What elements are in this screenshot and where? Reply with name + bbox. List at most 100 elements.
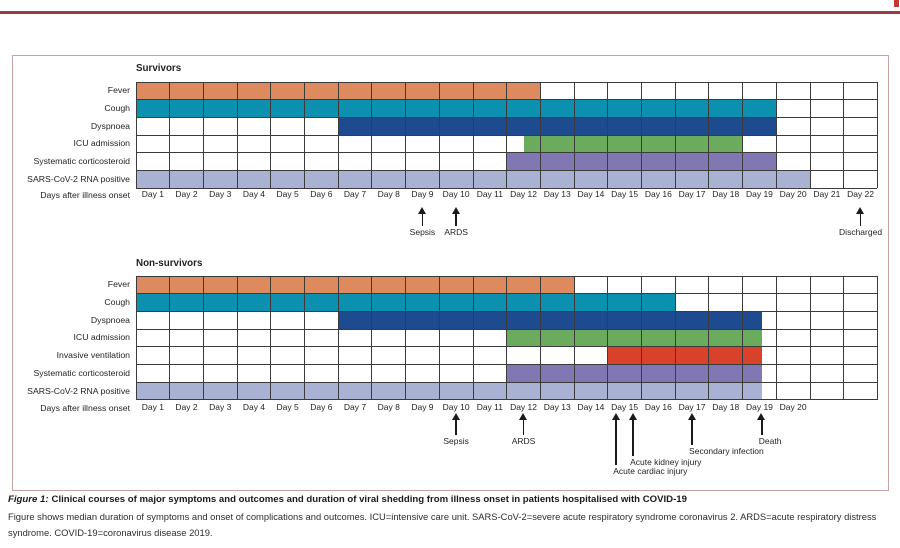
grid-vline xyxy=(843,82,845,189)
grid-vline xyxy=(674,276,676,400)
grid-vline xyxy=(539,82,541,189)
day-label: Day 1 xyxy=(141,402,164,412)
bar-cough xyxy=(136,99,777,118)
day-label: Day 20 xyxy=(779,189,807,199)
axis-label: Days after illness onset xyxy=(40,190,130,200)
grid-vline xyxy=(472,82,474,189)
grid-vline xyxy=(775,82,777,189)
grid-vline xyxy=(641,276,642,400)
day-label: Day 16 xyxy=(644,402,672,412)
grid-vline xyxy=(809,276,811,400)
day-label: Day 11 xyxy=(476,402,503,412)
bar-rna xyxy=(136,382,762,400)
annotation-label: Acute cardiac injury xyxy=(613,466,688,476)
day-label: Day 18 xyxy=(712,189,740,199)
row-label: Systematic corticosteroid xyxy=(33,367,130,378)
bar-icu xyxy=(523,135,743,153)
day-label: Day 2 xyxy=(175,402,198,412)
day-label: Day 17 xyxy=(678,402,706,412)
annotation-label: Secondary infection xyxy=(689,446,764,456)
grid-vline xyxy=(135,82,137,189)
grid-vline xyxy=(506,82,508,189)
day-label: Day 6 xyxy=(310,402,333,412)
annotation-arrow-stem xyxy=(421,213,424,226)
grid-vline xyxy=(236,82,238,189)
annotation-arrow-stem xyxy=(455,213,457,226)
grid-vline xyxy=(371,82,373,189)
day-label: Day 2 xyxy=(175,189,198,199)
day-label: Day 8 xyxy=(377,402,400,412)
annotation-label: ARDS xyxy=(444,227,468,237)
day-label: Day 9 xyxy=(411,402,434,412)
grid-vline xyxy=(337,276,339,400)
caption-title: Figure 1: Clinical courses of major sympt… xyxy=(8,494,894,505)
bar-icu xyxy=(506,329,762,347)
day-label: Day 5 xyxy=(276,402,299,412)
grid-vline xyxy=(438,82,440,189)
day-label: Day 15 xyxy=(611,402,639,412)
grid-vline xyxy=(135,276,137,400)
grid-vline xyxy=(876,82,878,189)
grid-vline xyxy=(169,276,171,400)
day-label: Day 11 xyxy=(476,189,503,199)
annotation-label: Acute kidney injury xyxy=(630,457,702,467)
annotation-arrow-icon xyxy=(611,413,620,420)
grid-vline xyxy=(843,276,845,400)
grid-vline xyxy=(202,276,204,400)
annotation-label: Death xyxy=(758,436,782,446)
caption-title-text: Clinical courses of major symptoms and o… xyxy=(51,494,687,505)
grid-vline xyxy=(405,82,407,189)
caption-body: Figure shows median duration of symptoms… xyxy=(8,511,877,538)
row-label: Dyspnoea xyxy=(90,120,130,131)
grid-vline xyxy=(202,82,204,189)
day-label: Day 13 xyxy=(543,402,571,412)
day-label: Day 17 xyxy=(678,189,706,199)
grid-vline xyxy=(708,276,710,400)
row-label: SARS-CoV-2 RNA positive xyxy=(27,385,130,396)
annotation-arrow-icon xyxy=(856,207,865,214)
grid-vline xyxy=(472,276,474,400)
grid-vline xyxy=(236,276,238,400)
row-label: Dyspnoea xyxy=(90,314,130,325)
annotation-arrow-stem xyxy=(632,419,634,456)
annotation-arrow-icon xyxy=(687,413,696,420)
grid-vline xyxy=(506,276,508,400)
grid-vline xyxy=(742,82,744,189)
row-label: Cough xyxy=(104,297,130,308)
annotation-arrow-stem xyxy=(761,419,763,435)
annotation-label: Sepsis xyxy=(443,436,469,446)
corner-red-mark xyxy=(894,0,899,7)
day-label: Day 9 xyxy=(411,189,434,199)
figure-caption: Figure 1: Clinical courses of major sympt… xyxy=(8,494,894,540)
row-label: Fever xyxy=(107,85,130,96)
grid-vline xyxy=(809,82,811,189)
grid-hline xyxy=(136,187,878,189)
annotation-label: ARDS xyxy=(511,436,536,446)
grid-vline xyxy=(270,276,272,400)
annotation-label: Discharged xyxy=(839,227,883,237)
day-label: Day 15 xyxy=(611,189,639,199)
grid-vline xyxy=(169,82,171,189)
day-label: Day 7 xyxy=(343,402,367,412)
annotation-arrow-icon xyxy=(519,413,528,420)
day-label: Day 3 xyxy=(209,189,232,199)
annotation-arrow-stem xyxy=(859,213,862,226)
caption-figure-label: Figure 1: xyxy=(8,494,49,505)
day-label: Day 5 xyxy=(276,189,299,199)
axis-label: Days after illness onset xyxy=(40,403,130,413)
annotation-arrow-icon xyxy=(628,413,637,420)
row-label: Fever xyxy=(107,279,130,290)
day-label: Day 19 xyxy=(745,189,773,199)
grid-vline xyxy=(573,82,575,189)
bar-dyspnoea xyxy=(338,117,777,136)
row-label: ICU admission xyxy=(73,138,131,149)
annotation-arrow-icon xyxy=(451,207,460,214)
row-label: ICU admission xyxy=(73,332,131,343)
day-label: Day 12 xyxy=(510,189,537,199)
annotation-arrow-stem xyxy=(691,419,693,445)
grid-vline xyxy=(405,276,407,400)
row-label: SARS-CoV-2 RNA positive xyxy=(27,173,130,184)
annotation-arrow-stem xyxy=(455,419,457,435)
grid-vline xyxy=(304,276,305,400)
row-label: Invasive ventilation xyxy=(56,350,130,361)
